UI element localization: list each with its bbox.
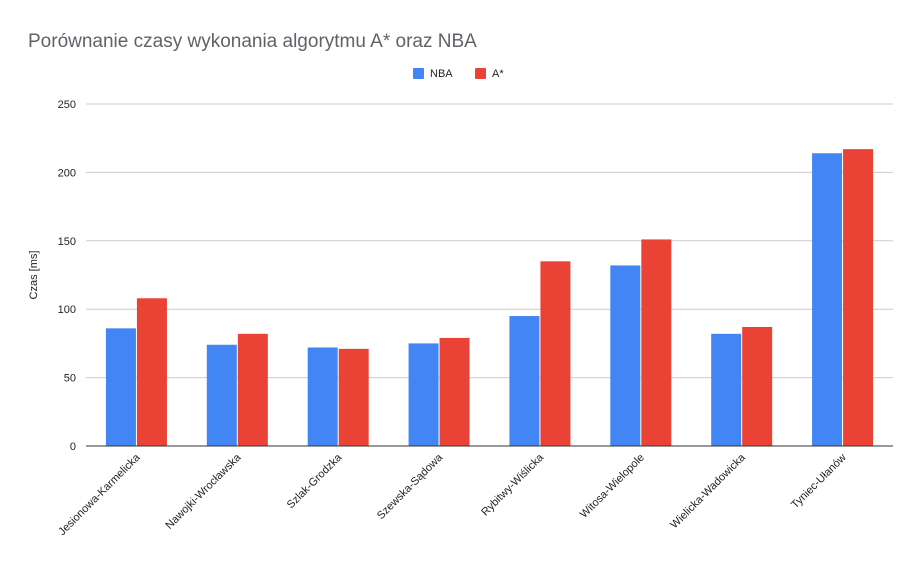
y-tick-label-1: 50 [64, 373, 76, 385]
bar-NBA-4 [509, 316, 540, 446]
x-tick-label-0: Jesionowa-Karmelicka [56, 451, 143, 538]
y-tick-label-2: 100 [58, 304, 76, 316]
bar-NBA-1 [206, 344, 237, 446]
bar-NBA-6 [711, 333, 742, 446]
x-tick-label-1: Nawojki-Wrocławska [163, 451, 244, 532]
x-tick-label-6: Wielicka-Wadowicka [668, 451, 748, 531]
legend-swatch-0 [413, 68, 424, 79]
y-tick-label-4: 200 [58, 167, 76, 179]
legend-label-1: A* [492, 68, 504, 80]
bar-NBA-7 [812, 153, 843, 447]
y-tick-label-3: 150 [58, 236, 76, 248]
x-tick-label-2: Szlak-Grodzka [285, 451, 345, 511]
x-tick-label-4: Rybitwy-Wiślicka [479, 451, 546, 518]
bar-A-2 [338, 348, 369, 446]
x-tick-label-3: Szewska-Sądowa [375, 451, 446, 522]
y-tick-label-5: 250 [58, 99, 76, 111]
x-tick-label-5: Witosa-Wielopole [578, 452, 647, 521]
legend-swatch-1 [475, 68, 486, 79]
chart-title: Porównanie czasy wykonania algorytmu A* … [28, 31, 477, 52]
bar-A-5 [641, 239, 672, 446]
legend-label-0: NBA [430, 68, 453, 80]
bar-A-7 [843, 149, 874, 447]
bar-NBA-0 [105, 328, 136, 446]
bar-A-4 [540, 261, 571, 446]
bar-A-3 [439, 337, 470, 446]
bars [105, 149, 874, 447]
bar-NBA-5 [610, 265, 641, 446]
bar-NBA-3 [408, 343, 439, 446]
y-axis-ticks: 0 50 100 150 200 250 [58, 99, 76, 453]
y-tick-label-0: 0 [70, 441, 76, 453]
bar-A-0 [136, 298, 167, 446]
legend: NBA A* [413, 68, 504, 80]
bar-A-6 [742, 326, 773, 446]
x-axis-ticks: Jesionowa-Karmelicka Nawojki-Wrocławska Sz… [56, 451, 848, 538]
x-tick-label-7: Tyniec-Ułanów [789, 452, 849, 512]
bar-A-1 [237, 333, 268, 446]
bar-NBA-2 [307, 347, 338, 446]
y-axis-label: Czas [ms] [28, 251, 40, 300]
